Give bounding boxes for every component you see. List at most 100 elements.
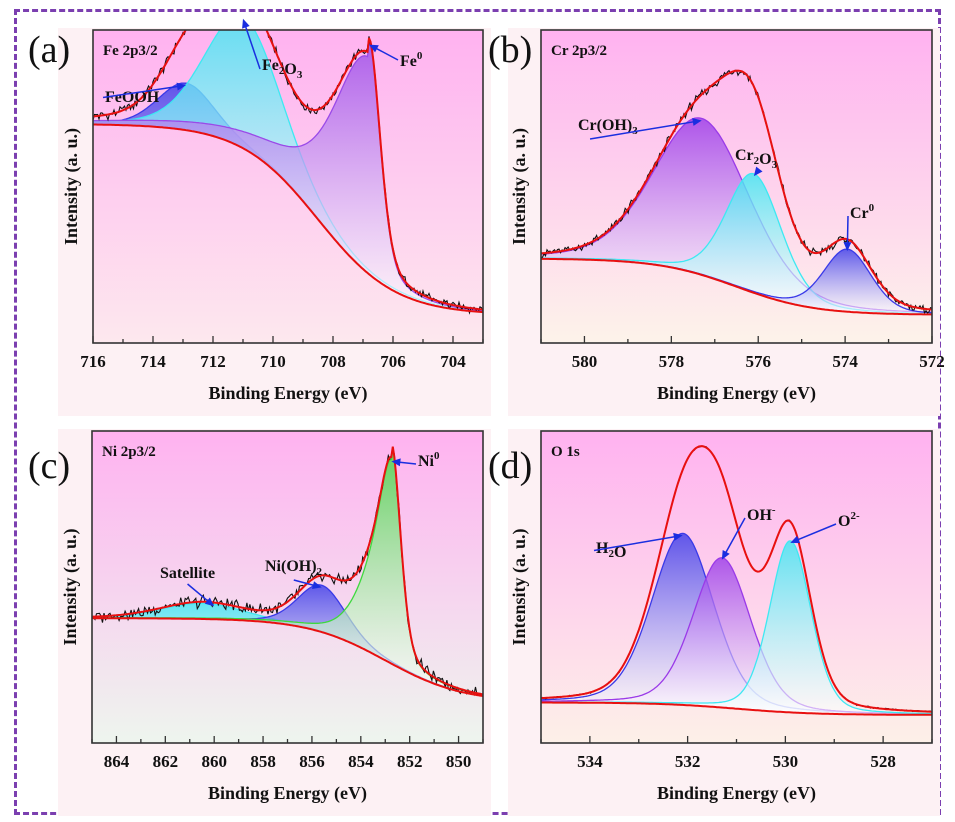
x-tick-label: 858 [250, 752, 276, 771]
peak-label: Ni(OH)2 [265, 558, 323, 578]
panel-a: 716 714 712 710 708 706 704 Binding Energy (eV)… [28, 18, 491, 416]
peak-label: Cr2O3 [735, 147, 778, 171]
x-tick-label: 850 [446, 752, 472, 771]
peak-label: Ni0 [418, 450, 440, 470]
component-fill-oh [541, 557, 932, 715]
background-line [93, 123, 483, 314]
plot-title: O 1s [551, 444, 580, 460]
annotation-arrowhead-icon [843, 242, 852, 252]
fit-envelope-line [541, 69, 932, 311]
x-tick-label: 708 [320, 352, 346, 371]
component-fill-cr0 [541, 249, 932, 315]
x-axis-title: Binding Energy (eV) [208, 783, 367, 804]
plot-area [93, 30, 483, 343]
panel-letter: (c) [28, 445, 70, 487]
y-axis-title: Intensity (a. u.) [60, 528, 81, 645]
x-tick-label: 860 [201, 752, 227, 771]
x-tick-label: 864 [104, 752, 130, 771]
plot-content [541, 445, 932, 716]
annotation-arrow-line [244, 24, 261, 70]
component-fill-h2o [541, 533, 932, 715]
x-tick-label: 532 [675, 752, 701, 771]
x-tick-label: 578 [659, 352, 685, 371]
peak-label: OH- [747, 504, 776, 524]
x-tick-label: 716 [80, 352, 106, 371]
annotation-arrowhead-icon [673, 532, 683, 541]
fit-envelope-line [541, 445, 932, 713]
plot-title: Ni 2p3/2 [102, 444, 156, 460]
annotation-arrow-line [373, 46, 399, 61]
plot-content [92, 446, 483, 697]
panel-d: 534 532 530 528 Binding Energy (eV) Intensity… [488, 429, 940, 816]
panel-c: 864 862 860 858 856 854 852 850 Binding Energy (… [28, 429, 491, 816]
annotation-arrowhead-icon [204, 597, 215, 607]
x-tick-label: 528 [870, 752, 896, 771]
x-tick-label: 530 [773, 752, 799, 771]
panel-letter: (b) [488, 29, 532, 71]
x-tick-label: 714 [140, 352, 166, 371]
panel-letter: (a) [28, 29, 70, 71]
annotation-arrowhead-icon [790, 535, 801, 544]
x-tick-label: 572 [919, 352, 945, 371]
annotation-arrowhead-icon [311, 581, 322, 589]
annotation-arrow-line [187, 583, 211, 604]
annotation-arrow-line [795, 523, 837, 542]
annotation-arrow-line [724, 517, 746, 555]
annotation-arrowhead-icon [753, 166, 763, 177]
component-fill-fe0 [93, 42, 483, 313]
plot-area [92, 431, 483, 743]
annotation-arrowhead-icon [176, 82, 186, 91]
annotation-arrow-line [102, 85, 181, 99]
background-line [541, 257, 932, 316]
x-axis-title: Binding Energy (eV) [657, 383, 816, 404]
peak-label: Satellite [160, 565, 215, 582]
plot-content [541, 69, 932, 316]
y-axis-title: Intensity (a. u.) [509, 528, 530, 645]
x-tick-label: 712 [200, 352, 226, 371]
component-fill-ni0 [92, 448, 483, 696]
x-tick-label: 706 [380, 352, 406, 371]
annotation-arrow-line [293, 579, 317, 587]
x-tick-label: 862 [153, 752, 179, 771]
plot-content [93, 30, 483, 315]
annotation-arrowhead-icon [692, 117, 702, 126]
background-line [92, 617, 483, 697]
panel-b: 580 578 576 574 572 Binding Energy (eV) Intens… [488, 28, 945, 416]
peak-label: O2- [838, 510, 860, 530]
x-tick-label: 576 [745, 352, 771, 371]
y-axis-title: Intensity (a. u.) [61, 128, 82, 245]
plot-frame [92, 29, 484, 344]
annotation-arrowhead-icon [369, 44, 379, 53]
annotation-arrowhead-icon [391, 458, 401, 467]
fit-envelope-line [92, 446, 483, 696]
annotation-arrow-line [593, 535, 677, 552]
annotation-arrowhead-icon [721, 549, 730, 560]
plot-title: Cr 2p3/2 [551, 43, 607, 59]
x-axis-title: Binding Energy (eV) [208, 383, 367, 404]
x-tick-label: 854 [348, 752, 374, 771]
annotation-arrow-line [589, 120, 696, 140]
x-tick-label: 580 [572, 352, 598, 371]
annotation-arrow-line [397, 461, 417, 465]
panel-letter: (d) [488, 445, 532, 487]
component-fill-cr2o3 [541, 173, 932, 315]
raw-spectrum-line [92, 446, 483, 697]
x-tick-label: 574 [832, 352, 858, 371]
peak-label: Cr0 [850, 202, 875, 222]
x-tick-label: 856 [299, 752, 325, 771]
x-tick-label: 534 [577, 752, 603, 771]
x-tick-label: 710 [260, 352, 286, 371]
annotation-arrowhead-icon [242, 18, 250, 29]
background-line [541, 701, 932, 716]
plot-title: Fe 2p3/2 [103, 43, 158, 59]
peak-label: Fe0 [400, 50, 423, 70]
y-axis-title: Intensity (a. u.) [509, 128, 530, 245]
peak-label: Fe2O3 [262, 57, 303, 81]
annotation-arrow-line [846, 215, 849, 246]
x-tick-label: 704 [440, 352, 466, 371]
fit-envelope-line [93, 30, 483, 311]
plot-frame [540, 29, 933, 344]
x-axis-title: Binding Energy (eV) [657, 783, 816, 804]
x-tick-label: 852 [397, 752, 423, 771]
